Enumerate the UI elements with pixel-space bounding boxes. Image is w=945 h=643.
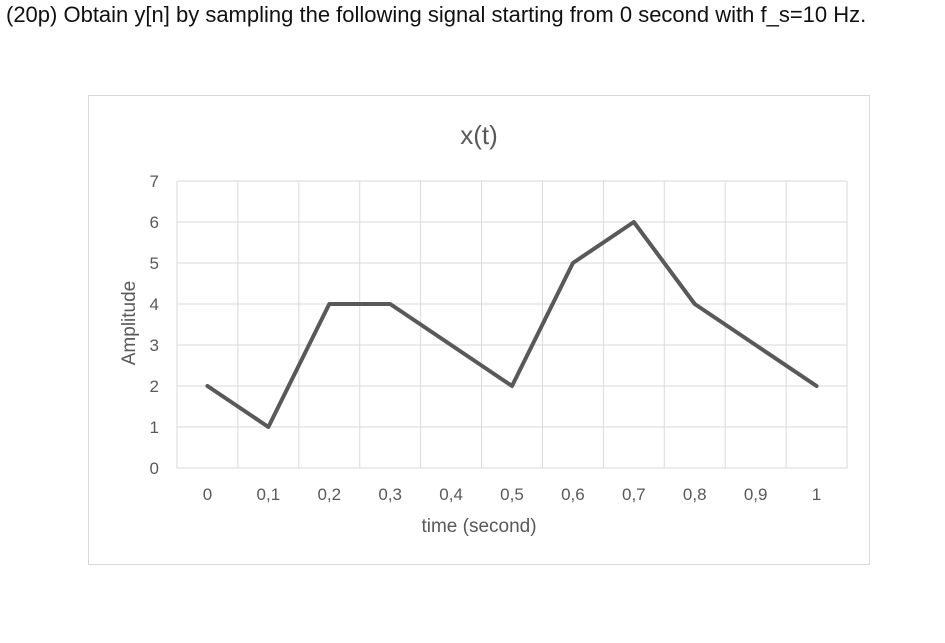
y-tick-label: 0 [150,459,159,478]
y-tick-label: 3 [150,336,159,355]
x-tick-label: 0,9 [744,485,768,504]
x-tick-label: 0,5 [500,485,524,504]
x-tick-label: 0,6 [561,485,585,504]
y-tick-label: 7 [150,172,159,191]
grid-lines [176,180,848,469]
y-tick-label: 2 [150,377,159,396]
x-tick-label: 0,3 [378,485,402,504]
x-tick-label: 0,4 [439,485,463,504]
series-layer [205,220,819,429]
chart-container: 0 1 2 3 4 5 6 7 0 0,1 0,2 0,3 0,4 0,5 0,6 0,7 0,8 0,9 1 x(… [88,95,870,565]
y-tick-label: 6 [150,213,159,232]
x-tick-label: 1 [812,485,821,504]
x-tick-label: 0,2 [317,485,341,504]
line-chart: 0 1 2 3 4 5 6 7 0 0,1 0,2 0,3 0,4 0,5 0,6 0,7 0,8 0,9 1 x(… [119,120,848,537]
series-line [205,220,819,429]
x-tick-label: 0,1 [257,485,281,504]
x-tick-label: 0,8 [683,485,707,504]
y-tick-label: 4 [150,295,159,314]
x-axis-label: time (second) [421,516,536,537]
y-tick-label: 1 [150,418,159,437]
y-axis-label: Amplitude [119,281,140,366]
x-tick-label: 0,7 [622,485,646,504]
question-text: (20p) Obtain y[n] by sampling the follow… [6,2,867,27]
tick-labels: 0 1 2 3 4 5 6 7 0 0,1 0,2 0,3 0,4 0,5 0,6 0,7 0,8 0,9 1 [150,172,822,504]
y-tick-label: 5 [150,254,159,273]
x-tick-label: 0 [203,485,212,504]
chart-title: x(t) [460,120,498,150]
